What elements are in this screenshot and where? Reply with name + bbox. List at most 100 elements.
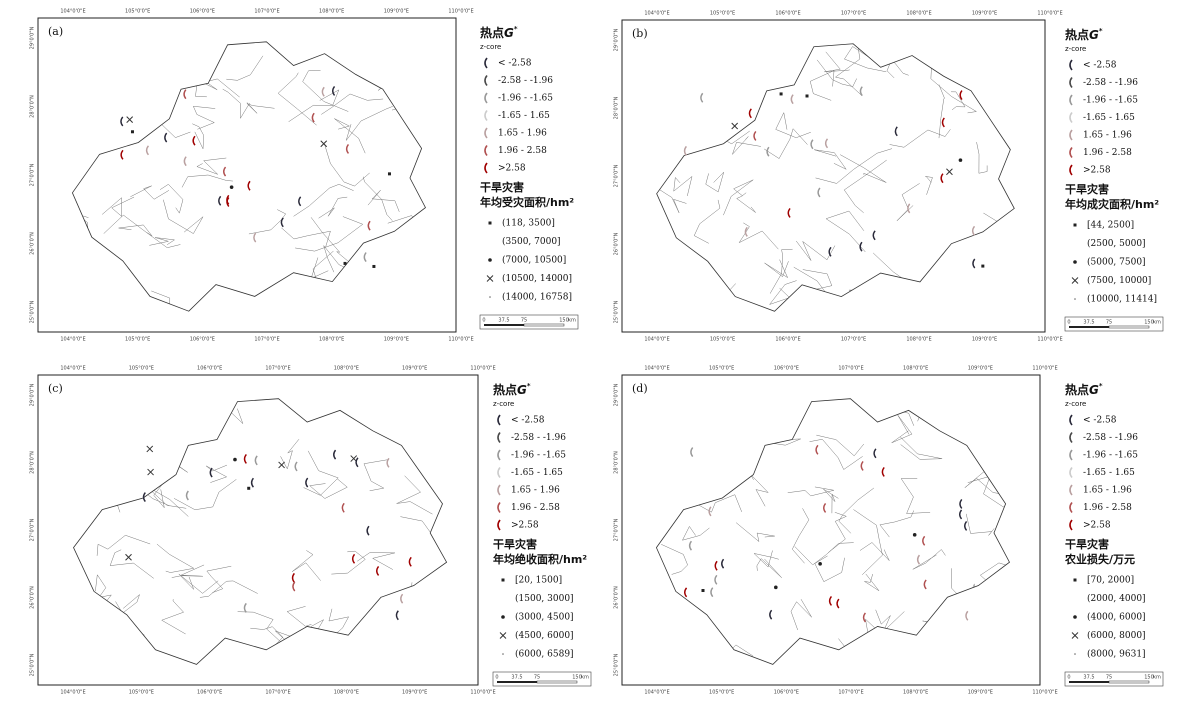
legend-title-text: 热点 [493, 382, 517, 397]
hotspot-symbol [744, 226, 748, 237]
value-symbol [501, 578, 505, 582]
hotspot-symbol [145, 145, 150, 156]
lon-label: 104°0'0"E [60, 9, 85, 15]
value-symbol [1074, 298, 1076, 300]
hotspot-symbol [250, 477, 254, 488]
value-symbol [1071, 632, 1079, 639]
hotspot-symbol [748, 108, 752, 119]
hotspot-symbol [120, 116, 124, 127]
z-class-label: -2.58 - -1.96 [498, 76, 553, 86]
scale-label: 150 [559, 318, 569, 324]
hotspot-symbol [294, 461, 298, 472]
value-class-label: (2000, 4000] [1087, 593, 1146, 604]
lon-label: 110°0'0"E [1032, 366, 1057, 372]
panel: (d) 104°0'0"E 104°0'0"E 105°0'0"E 105°0'0"E 1… [614, 366, 1164, 696]
county-border [222, 88, 250, 120]
county-border [938, 84, 945, 139]
lon-label: 110°0'0"E [1037, 337, 1062, 343]
legend-stat-sup: * [514, 25, 518, 33]
value-symbol [387, 172, 391, 176]
hotspot-symbol [714, 574, 718, 585]
legend-title: 热点G* [480, 25, 518, 40]
county-border [334, 118, 366, 154]
value-symbol [278, 461, 285, 469]
county-border [756, 558, 782, 578]
hotspot-symbol [859, 241, 863, 252]
hotspot-symbol [376, 565, 380, 576]
county-border [769, 248, 793, 294]
hotspot-symbol [790, 94, 794, 105]
county-border [951, 91, 966, 111]
hotspot-symbol [959, 509, 963, 520]
hotspot-symbol [753, 131, 757, 141]
scale-label: 75 [1106, 320, 1112, 326]
hotspot-symbol [341, 502, 345, 513]
hotspot-symbol [254, 455, 258, 466]
lat-label: 29°0'0"N [614, 383, 620, 406]
hotspot-symbol [332, 85, 336, 96]
hotspot-symbol [183, 156, 187, 167]
county-border [816, 59, 857, 87]
county-border [681, 525, 710, 541]
lon-label: 110°0'0"E [448, 9, 473, 15]
hotspot-symbol [484, 162, 488, 174]
hotspot-symbol [824, 138, 829, 149]
z-class-label: -1.65 - 1.65 [1083, 468, 1135, 478]
scale-bar [1108, 680, 1150, 684]
county-border [864, 573, 880, 591]
lat-label: 26°0'0"N [30, 586, 36, 609]
hotspot-symbol [243, 602, 247, 613]
hotspot-symbol [386, 457, 390, 468]
county-border [930, 63, 978, 114]
legend-subtitle: z-core [493, 400, 514, 408]
county-border [151, 290, 199, 312]
county-border [199, 580, 258, 598]
panel: (c) 104°0'0"E 104°0'0"E 105°0'0"E 105°0'0"E 1… [30, 366, 592, 696]
county-border [889, 129, 951, 148]
county-border [109, 549, 154, 579]
panel-label: (a) [48, 25, 63, 38]
county-border [824, 51, 850, 73]
value-class-label: (4000, 6000] [1087, 612, 1146, 623]
county-border [825, 210, 866, 253]
county-border [790, 599, 812, 631]
legend-subtitle: z-core [480, 43, 501, 51]
scale-bar [1069, 326, 1109, 328]
legend-title: 热点G* [1065, 382, 1103, 397]
scale-bar [497, 681, 537, 683]
lon-label: 110°0'0"E [1037, 11, 1062, 17]
province-outline [656, 43, 1015, 312]
lat-label: 25°0'0"N [30, 300, 36, 323]
hotspot-symbol [497, 484, 501, 496]
county-border [693, 199, 721, 244]
hotspot-symbol [828, 246, 832, 257]
lon-label: 108°0'0"E [319, 337, 344, 343]
hotspot-symbol [247, 180, 251, 191]
county-border [976, 142, 988, 174]
hotspot-symbol [721, 558, 725, 569]
county-border [192, 123, 205, 150]
value-symbol [499, 632, 507, 639]
panel: (a) 104°0'0"E 104°0'0"E 105°0'0"E 105°0'0"E 1… [30, 9, 579, 343]
county-border [814, 555, 845, 583]
value-class-label: (2500, 5000] [1087, 238, 1146, 249]
legend-category: 干旱灾害 [1065, 537, 1109, 551]
province-outline [71, 41, 426, 312]
lon-label: 104°0'0"E [60, 337, 85, 343]
hotspot-symbol [305, 477, 309, 488]
county-border [691, 494, 742, 513]
lon-label: 104°0'0"E [644, 337, 669, 343]
lat-label: 25°0'0"N [30, 653, 36, 676]
county-border [295, 216, 364, 252]
value-class-label: (7500, 10000] [1087, 275, 1151, 286]
value-class-label: (6000, 6589] [515, 649, 574, 660]
lon-label: 109°0'0"E [402, 366, 427, 372]
lon-label: 107°0'0"E [841, 11, 866, 17]
legend-category: 干旱灾害 [480, 180, 524, 194]
county-border [843, 159, 887, 213]
county-border [159, 183, 184, 214]
county-border [768, 280, 797, 306]
value-symbol [488, 221, 492, 225]
legend-subtitle: z-core [1065, 400, 1086, 408]
